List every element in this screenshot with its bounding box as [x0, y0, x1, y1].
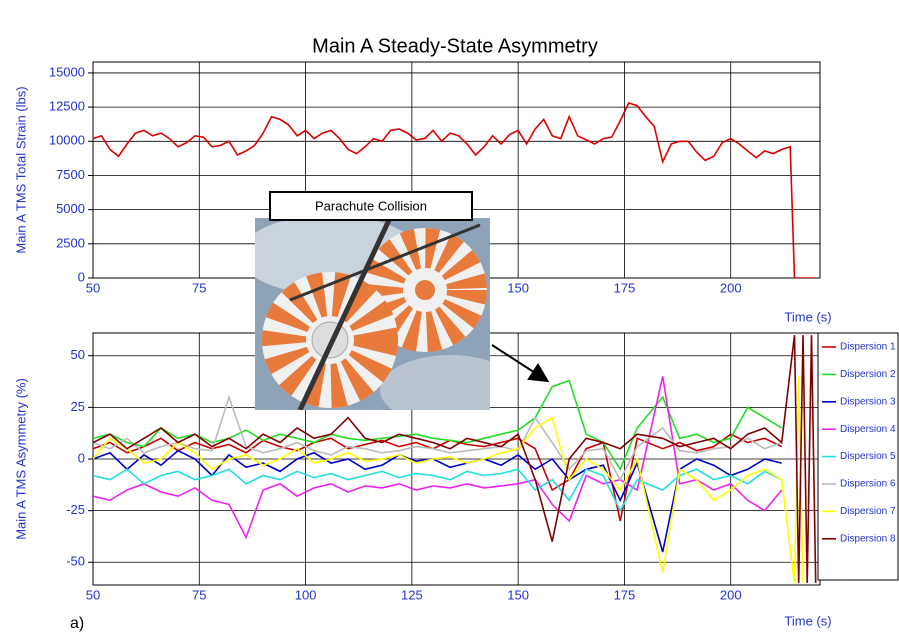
x-tick-label: 50: [86, 587, 100, 602]
x-tick-label: 150: [507, 587, 529, 602]
y-tick-label: -25: [66, 502, 85, 517]
y-tick-label: 25: [71, 399, 85, 414]
y-axis-label: Main A TMS Asymmetry (%): [13, 378, 28, 540]
legend-label: Dispersion 8: [840, 533, 896, 544]
x-tick-label: 200: [720, 280, 742, 295]
x-tick-label: 75: [192, 280, 206, 295]
y-tick-label: 2500: [56, 235, 85, 250]
data-line: [93, 394, 782, 482]
annotation: Parachute Collision: [315, 198, 427, 213]
x-tick-label: 125: [401, 587, 423, 602]
legend-label: Dispersion 5: [840, 451, 896, 462]
y-tick-label: 10000: [49, 133, 85, 148]
legend-label: Dispersion 3: [840, 396, 896, 407]
annotation-arrow: [491, 344, 550, 383]
caption: a): [70, 615, 84, 632]
cloud: [380, 355, 490, 410]
x-tick-label: 175: [614, 280, 636, 295]
x-axis-label: Time (s): [784, 613, 831, 628]
y-tick-label: 0: [78, 269, 85, 284]
y-tick-label: 15000: [49, 64, 85, 79]
data-line: [93, 468, 783, 513]
inset-photo: Parachute Collision: [255, 191, 550, 410]
legend-label: Dispersion 1: [840, 342, 896, 353]
chart-title: Main A Steady-State Asymmetry: [312, 35, 598, 57]
photo-content: [255, 218, 490, 410]
y-tick-label: 50: [71, 347, 85, 362]
y-tick-label: 0: [78, 450, 85, 465]
data-line: [93, 102, 816, 278]
parachute-panels: [262, 272, 398, 408]
legend-label: Dispersion 7: [840, 506, 896, 517]
x-tick-label: 100: [295, 587, 317, 602]
parachute-panels: [363, 228, 487, 352]
data-line: [93, 376, 783, 540]
parachute-vent: [311, 321, 349, 359]
x-tick-label: 200: [720, 587, 742, 602]
x-axis-label: Time (s): [784, 309, 831, 324]
parachute-vent: [415, 280, 435, 300]
riser: [289, 223, 481, 302]
legend-label: Dispersion 4: [840, 424, 896, 435]
legend-label: Dispersion 6: [840, 479, 896, 490]
x-tick-label: 175: [614, 587, 636, 602]
x-tick-label: 75: [192, 587, 206, 602]
x-tick-label: 150: [507, 280, 529, 295]
legend-label: Dispersion 2: [840, 369, 896, 380]
y-axis-label: Main A TMS Total Strain (lbs): [13, 86, 28, 253]
riser: [297, 218, 393, 410]
bottom-panel: -50 -25 0 25 50 50 75 100 125 150 175 200 Time (s) Ma…: [13, 332, 899, 628]
data-line: [93, 376, 804, 583]
y-tick-label: 5000: [56, 201, 85, 216]
x-tick-label: 50: [86, 280, 100, 295]
annotation-box: [269, 191, 473, 221]
y-tick-label: 7500: [56, 167, 85, 182]
y-tick-label: 12500: [49, 99, 85, 114]
y-tick-label: -50: [66, 554, 85, 569]
data-line: [93, 335, 817, 583]
